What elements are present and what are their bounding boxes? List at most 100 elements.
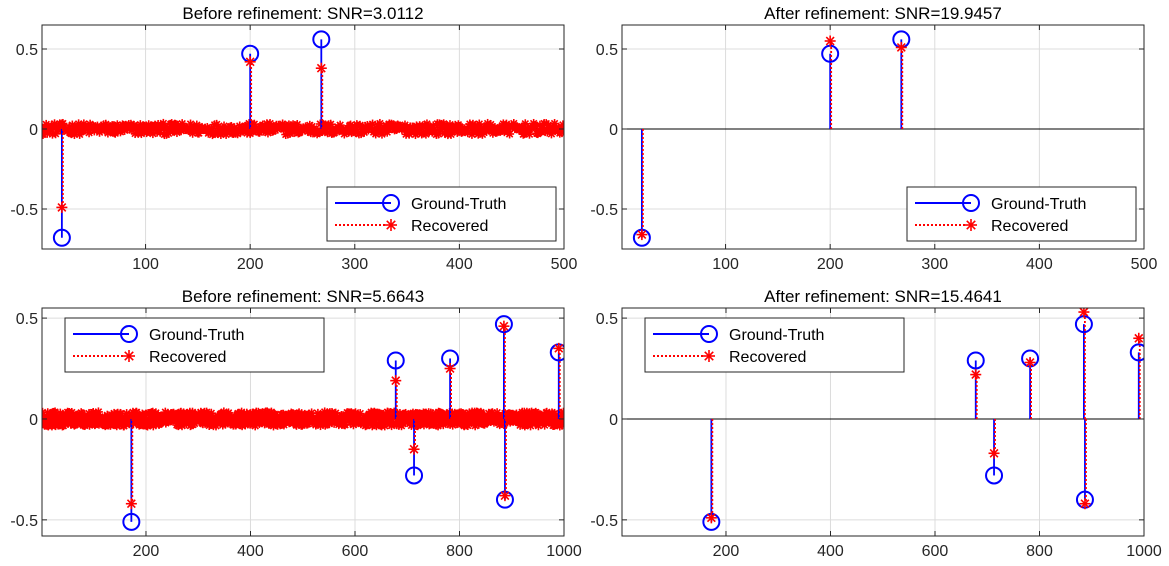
x-tick-label: 200 bbox=[133, 543, 160, 560]
legend-box bbox=[906, 186, 1137, 242]
x-tick-label: 200 bbox=[237, 256, 264, 273]
x-tick-label: 600 bbox=[342, 543, 369, 560]
legend-ground-truth-marker bbox=[962, 194, 980, 212]
x-tick-label: 300 bbox=[921, 256, 948, 273]
x-tick-label: 400 bbox=[446, 256, 473, 273]
ground-truth-marker bbox=[966, 351, 985, 370]
plot-content bbox=[42, 30, 564, 247]
legend-recovered-label: Recovered bbox=[991, 218, 1068, 235]
chart-title: After refinement: SNR=15.4641 bbox=[764, 287, 1002, 306]
recovered-marker bbox=[895, 41, 907, 53]
chart-title: Before refinement: SNR=3.0112 bbox=[182, 4, 423, 23]
ground-truth-marker bbox=[122, 512, 141, 531]
legend: Ground-Truth Recovered bbox=[906, 186, 1137, 242]
axes-box bbox=[621, 307, 1145, 537]
legend-ground-truth-label: Ground-Truth bbox=[991, 196, 1086, 213]
x-tick-label: 600 bbox=[922, 543, 949, 560]
y-tick-label: 0 bbox=[609, 412, 618, 429]
legend-recovered-marker bbox=[123, 350, 135, 362]
recovered-marker bbox=[315, 62, 327, 74]
legend-ground-truth-label: Ground-Truth bbox=[411, 196, 506, 213]
legend-box bbox=[326, 186, 557, 242]
recovered-marker bbox=[988, 447, 1000, 459]
axes-box bbox=[41, 307, 565, 537]
legend-box bbox=[64, 317, 325, 373]
x-tick-label: 100 bbox=[712, 256, 739, 273]
recovered-marker bbox=[970, 369, 982, 381]
noise-marker bbox=[219, 121, 229, 131]
ground-truth-marker bbox=[1129, 343, 1144, 362]
x-tick-label: 500 bbox=[1131, 256, 1158, 273]
legend: Ground-Truth Recovered bbox=[64, 317, 325, 373]
y-tick-label: 0.5 bbox=[596, 42, 618, 59]
axes-box bbox=[621, 24, 1145, 250]
legend-ground-truth-label: Ground-Truth bbox=[149, 327, 244, 344]
y-tick-label: 0.5 bbox=[16, 42, 38, 59]
x-tick-label: 100 bbox=[132, 256, 159, 273]
x-tick-label: 500 bbox=[551, 256, 578, 273]
ground-truth-marker bbox=[52, 228, 71, 247]
recovered-marker bbox=[553, 342, 564, 354]
recovered-marker bbox=[244, 56, 256, 68]
chart-panel-2: 100 200 300 400 500 -0.5 0 0.5 After refinement:… bbox=[590, 4, 1157, 273]
recovered-marker bbox=[824, 35, 836, 47]
y-tick-label: -0.5 bbox=[10, 513, 38, 530]
recovered-marker bbox=[636, 229, 648, 241]
ground-truth-marker bbox=[985, 466, 1004, 485]
plot-content bbox=[702, 308, 1144, 531]
legend-ground-truth-marker bbox=[120, 325, 138, 343]
recovered-marker bbox=[125, 498, 137, 510]
legend-ground-truth-marker bbox=[382, 194, 400, 212]
noise-marker bbox=[559, 410, 564, 420]
chart-title: Before refinement: SNR=5.6643 bbox=[182, 287, 424, 306]
legend-recovered-marker bbox=[703, 350, 715, 362]
chart-title: After refinement: SNR=19.9457 bbox=[764, 4, 1002, 23]
legend: Ground-Truth Recovered bbox=[326, 186, 557, 242]
plot-content bbox=[42, 315, 564, 531]
recovered-marker bbox=[390, 375, 402, 387]
ground-truth-marker bbox=[312, 30, 331, 49]
chart-panel-4: 200 400 600 800 1000 -0.5 0 0.5 After refinement… bbox=[590, 287, 1161, 560]
y-tick-label: 0.5 bbox=[16, 311, 38, 328]
x-tick-label: 200 bbox=[713, 543, 740, 560]
legend-recovered-label: Recovered bbox=[729, 349, 806, 366]
noise-marker bbox=[559, 123, 564, 133]
x-tick-label: 800 bbox=[1026, 543, 1053, 560]
x-tick-label: 1000 bbox=[546, 543, 582, 560]
ground-truth-marker bbox=[405, 466, 424, 485]
noise-marker bbox=[505, 129, 515, 139]
recovered-marker bbox=[56, 201, 68, 213]
recovered-marker bbox=[498, 320, 510, 332]
legend-box bbox=[644, 317, 905, 373]
y-tick-label: -0.5 bbox=[10, 202, 38, 219]
recovered-marker bbox=[408, 443, 420, 455]
x-tick-label: 400 bbox=[237, 543, 264, 560]
y-tick-label: -0.5 bbox=[590, 202, 618, 219]
x-tick-label: 400 bbox=[1026, 256, 1053, 273]
legend-ground-truth-marker bbox=[700, 325, 718, 343]
legend-recovered-label: Recovered bbox=[149, 349, 226, 366]
legend-recovered-marker bbox=[965, 219, 977, 231]
legend-ground-truth-label: Ground-Truth bbox=[729, 327, 824, 344]
recovered-marker bbox=[499, 490, 511, 502]
recovered-marker bbox=[1079, 498, 1091, 510]
ground-truth-marker bbox=[494, 315, 513, 334]
legend-recovered-label: Recovered bbox=[411, 218, 488, 235]
y-tick-label: 0 bbox=[29, 122, 38, 139]
x-tick-label: 400 bbox=[817, 543, 844, 560]
recovered-marker bbox=[1024, 356, 1036, 368]
plot-content bbox=[632, 30, 911, 247]
legend: Ground-Truth Recovered bbox=[644, 317, 905, 373]
y-tick-label: 0 bbox=[29, 412, 38, 429]
recovered-marker bbox=[1133, 332, 1144, 344]
x-tick-label: 1000 bbox=[1126, 543, 1162, 560]
ground-truth-marker bbox=[386, 351, 405, 370]
x-tick-label: 800 bbox=[446, 543, 473, 560]
y-tick-label: 0 bbox=[609, 122, 618, 139]
recovered-noise bbox=[42, 407, 564, 431]
x-tick-label: 300 bbox=[341, 256, 368, 273]
chart-panel-3: 200 400 600 800 1000 -0.5 0 0.5 Before refinemen… bbox=[10, 287, 581, 560]
y-tick-label: 0.5 bbox=[596, 311, 618, 328]
x-tick-label: 200 bbox=[817, 256, 844, 273]
